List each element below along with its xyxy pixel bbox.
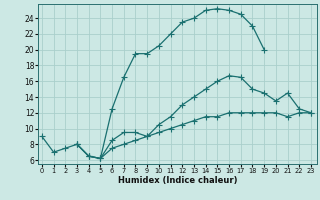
X-axis label: Humidex (Indice chaleur): Humidex (Indice chaleur) (118, 176, 237, 185)
